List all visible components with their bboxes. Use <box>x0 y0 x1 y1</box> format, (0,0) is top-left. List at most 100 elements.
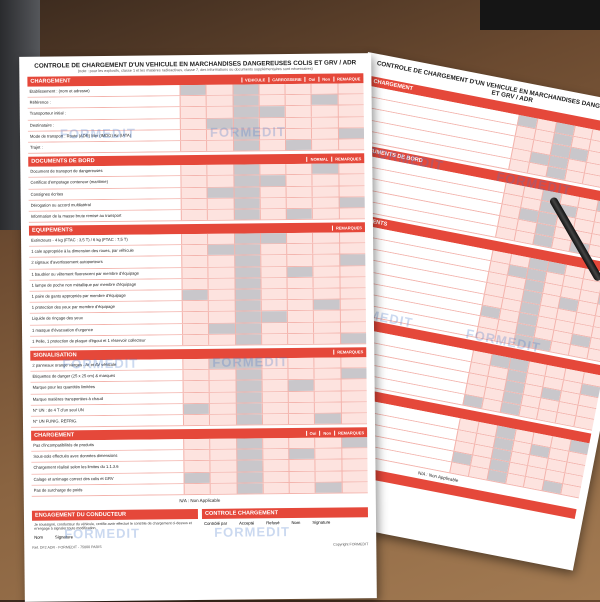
row-label: Trajet : <box>28 141 181 153</box>
section-title: ENGAGEMENT DU CONDUCTEUR <box>34 511 127 519</box>
check-cell <box>207 267 235 278</box>
check-cell <box>286 266 313 277</box>
check-cell <box>554 412 576 427</box>
check-cell <box>312 243 339 255</box>
check-cell <box>337 128 364 139</box>
check-cell <box>183 472 210 483</box>
check-cell <box>315 482 342 493</box>
row-label: 1 protection des yeux par membre d'équip… <box>29 301 182 314</box>
check-cell <box>340 357 367 368</box>
column-header: Non <box>319 430 335 436</box>
row-label: Certificat d'empotage conteneur (maritim… <box>28 176 181 189</box>
check-cell <box>206 175 234 187</box>
check-cell <box>287 357 314 369</box>
check-cell <box>262 438 289 449</box>
check-cell <box>258 140 286 151</box>
check-cell <box>285 208 313 220</box>
check-cell <box>449 462 470 477</box>
check-cell <box>486 469 507 484</box>
check-cell <box>311 186 339 197</box>
check-cell <box>232 117 259 129</box>
check-cell <box>207 244 234 256</box>
check-cell <box>181 256 208 267</box>
check-cell <box>310 83 338 94</box>
check-cell <box>235 380 262 392</box>
row-label: 2 panneaux orange vierges - Ar et AV véh… <box>30 359 183 371</box>
field-label: Nom <box>291 519 301 526</box>
row-label: 1 masque d'évacuation d'urgence <box>29 323 183 336</box>
check-cell <box>262 449 289 460</box>
check-cell <box>340 390 367 402</box>
check-cell <box>235 369 262 380</box>
check-cell <box>235 391 262 403</box>
check-cell <box>261 380 288 391</box>
check-cell <box>545 166 566 180</box>
check-cell <box>288 460 315 471</box>
footer: Réf. DF2 ADR - FORMEDIT - 75000 PARIS Cop… <box>32 542 368 550</box>
main-form: CONTROLE DE CHARGEMENT D'UN VEHICULE EN … <box>19 53 377 602</box>
bottom-block: ENGAGEMENT DU CONDUCTEUR Je soussigné, co… <box>31 504 368 542</box>
check-cell <box>234 334 262 345</box>
row-label: Mode de transport : Route (ADR) Mer (IMD… <box>27 129 181 142</box>
check-cell <box>209 461 237 472</box>
dark-box <box>480 0 600 30</box>
check-cell <box>312 208 339 219</box>
check-cell <box>284 117 312 128</box>
check-cell <box>339 321 367 333</box>
check-cell <box>208 358 235 370</box>
check-cell <box>209 403 236 414</box>
row-label: Calage et arrimage correct des colis et … <box>31 472 184 485</box>
check-cell <box>235 403 262 414</box>
check-cell <box>261 413 289 425</box>
check-cell <box>181 312 209 323</box>
check-cell <box>287 391 315 402</box>
check-cell <box>285 186 313 197</box>
check-cell <box>288 471 316 482</box>
check-cell <box>286 244 313 255</box>
check-cell <box>340 401 367 413</box>
check-cell <box>181 267 208 278</box>
check-cell <box>311 105 338 117</box>
column-header: REMARQUES <box>331 224 365 231</box>
check-cell <box>480 398 502 413</box>
check-cell <box>179 107 207 118</box>
row-label: Pas d'incompatibilités de produits <box>31 439 184 452</box>
check-cell <box>313 322 340 333</box>
check-cell <box>232 95 259 107</box>
check-cell <box>232 140 259 151</box>
check-cell <box>205 95 233 107</box>
engagement: ENGAGEMENT DU CONDUCTEUR Je soussigné, co… <box>31 506 199 542</box>
check-cell <box>541 480 563 495</box>
row-label: Consignes écrites <box>28 187 181 200</box>
check-cell <box>180 165 207 176</box>
check-cell <box>504 473 526 487</box>
check-cell <box>208 369 236 381</box>
check-cell <box>286 288 314 300</box>
row-label: 1 baudrier ou vêtement fluorescent par m… <box>29 267 182 280</box>
check-cell <box>259 175 286 186</box>
check-cell <box>475 327 497 341</box>
form-row: Information de la masse brute remise au … <box>28 208 365 223</box>
check-cell <box>337 83 364 94</box>
section-title: CONTROLE CHARGEMENT <box>204 510 279 517</box>
check-cell <box>259 186 286 198</box>
check-cell <box>573 416 594 430</box>
check-cell <box>181 301 209 312</box>
check-cell <box>181 233 208 245</box>
check-cell <box>206 140 233 152</box>
column-header: Oui <box>304 76 319 82</box>
check-cell <box>234 300 261 311</box>
check-cell <box>286 232 313 244</box>
check-cell <box>549 341 571 356</box>
column-header: VEHICULE <box>241 76 269 83</box>
check-cell <box>260 300 287 311</box>
check-cell <box>260 255 287 266</box>
check-cell <box>568 345 589 359</box>
check-cell <box>206 164 233 176</box>
check-cell <box>287 333 314 345</box>
check-cell <box>208 380 236 392</box>
check-cell <box>258 95 285 106</box>
section-title: CHARGEMENT <box>30 78 71 85</box>
check-cell <box>313 310 340 322</box>
check-cell <box>340 413 367 424</box>
